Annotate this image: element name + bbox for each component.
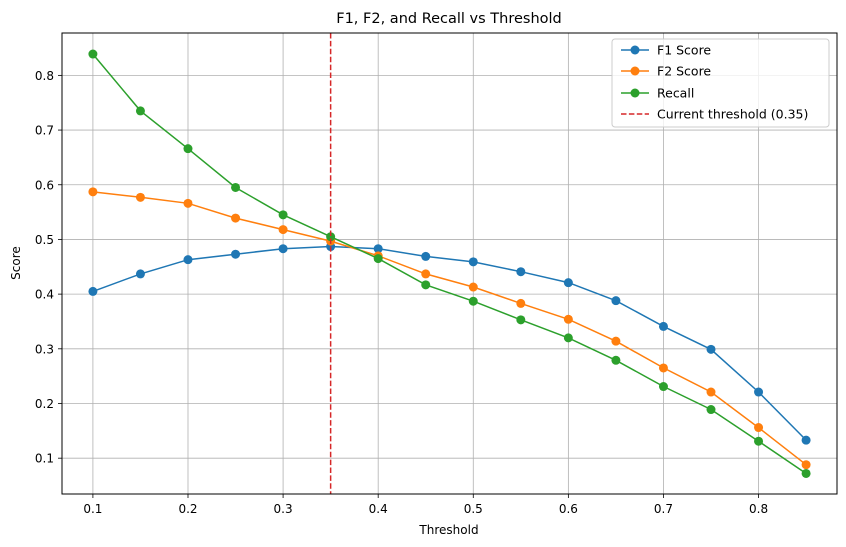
data-point-f2 — [135, 192, 145, 202]
y-tick-label: 0.7 — [35, 124, 54, 138]
data-point-recall — [611, 355, 621, 365]
data-point-recall — [135, 106, 145, 116]
data-point-f2 — [658, 363, 668, 373]
legend-box — [611, 38, 830, 128]
data-point-recall — [754, 436, 764, 446]
data-point-recall — [563, 333, 573, 343]
data-point-recall — [278, 210, 288, 220]
series-line-recall — [92, 53, 807, 475]
data-point-f2 — [278, 225, 288, 235]
x-axis-label: Threshold — [418, 523, 478, 537]
y-tick-label: 0.4 — [35, 288, 54, 302]
x-tick-label: 0.4 — [369, 502, 388, 516]
data-point-f1 — [421, 251, 431, 261]
data-point-f1 — [754, 387, 764, 397]
data-point-f1 — [611, 296, 621, 306]
data-point-recall — [658, 382, 668, 392]
data-point-f1 — [706, 344, 716, 354]
legend-marker-f1 — [630, 45, 640, 55]
series-line-f2 — [92, 191, 807, 466]
chart-title: F1, F2, and Recall vs Threshold — [336, 11, 562, 27]
data-point-f2 — [706, 387, 716, 397]
data-point-f1 — [658, 321, 668, 331]
legend-marker-f2 — [630, 66, 640, 76]
data-point-f2 — [611, 336, 621, 346]
data-point-f1 — [801, 435, 811, 445]
series-layer — [88, 33, 811, 494]
x-tick-label: 0.3 — [274, 502, 293, 516]
data-point-recall — [231, 182, 241, 192]
data-point-f1 — [373, 244, 383, 254]
data-point-f2 — [468, 282, 478, 292]
y-tick-label: 0.2 — [35, 397, 54, 411]
data-point-recall — [88, 49, 98, 59]
data-point-recall — [373, 254, 383, 264]
data-point-f1 — [563, 278, 573, 288]
y-tick-label: 0.8 — [35, 69, 54, 83]
y-tick-label: 0.6 — [35, 178, 54, 192]
legend-label-f2: F2 Score — [657, 64, 711, 79]
x-tick-label: 0.1 — [83, 502, 102, 516]
data-point-f1 — [88, 286, 98, 296]
data-point-recall — [706, 405, 716, 415]
plot-frame — [61, 32, 838, 495]
data-point-recall — [468, 296, 478, 306]
data-point-recall — [183, 144, 193, 154]
x-tick-label: 0.8 — [749, 502, 768, 516]
y-tick-label: 0.3 — [35, 342, 54, 356]
data-point-f2 — [421, 269, 431, 279]
y-axis-label: Score — [9, 246, 23, 280]
data-point-recall — [421, 280, 431, 290]
data-point-f2 — [754, 423, 764, 433]
data-point-recall — [801, 468, 811, 478]
data-point-f1 — [183, 255, 193, 265]
legend: F1 Score F2 Score Recall Current thresho… — [611, 38, 830, 128]
data-point-f2 — [88, 187, 98, 197]
data-point-f1 — [135, 269, 145, 279]
x-tick-label: 0.7 — [654, 502, 673, 516]
ticks: 0.1 0.2 0.3 0.4 0.5 0.6 0.7 0.8 0.1 0.2 0.3 0.4 0.5 0… — [35, 69, 768, 516]
x-tick-label: 0.5 — [464, 502, 483, 516]
y-tick-label: 0.5 — [35, 233, 54, 247]
data-point-f2 — [183, 198, 193, 208]
x-tick-label: 0.6 — [559, 502, 578, 516]
data-point-f2 — [801, 460, 811, 470]
series-line-f1 — [92, 245, 807, 441]
y-tick-label: 0.1 — [35, 452, 54, 466]
data-point-recall — [326, 232, 336, 242]
data-point-recall — [516, 315, 526, 325]
data-point-f2 — [516, 298, 526, 308]
data-point-f2 — [231, 213, 241, 223]
legend-label-recall: Recall — [657, 86, 694, 101]
x-tick-label: 0.2 — [178, 502, 197, 516]
data-point-f2 — [563, 314, 573, 324]
legend-label-f1: F1 Score — [657, 43, 711, 58]
data-point-f1 — [468, 257, 478, 267]
legend-marker-recall — [630, 88, 640, 98]
data-point-f1 — [278, 244, 288, 254]
data-point-f1 — [516, 267, 526, 277]
data-point-f1 — [231, 249, 241, 259]
legend-label-threshold: Current threshold (0.35) — [657, 107, 808, 122]
